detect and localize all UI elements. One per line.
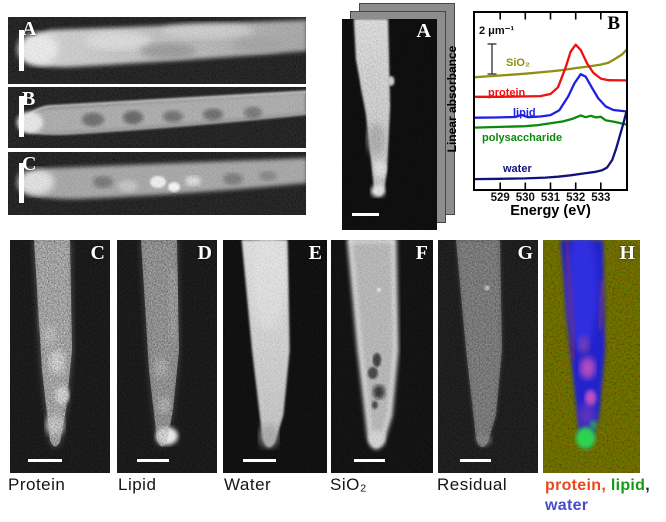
map-panel-water: E: [223, 240, 327, 473]
caption-residual: Residual: [437, 475, 508, 494]
caption-composite: protein, lipid, water: [545, 476, 665, 516]
curve-label-water: water: [503, 163, 532, 175]
panel-letter-a: A: [22, 18, 37, 40]
microscopy-panel-a: A: [8, 17, 306, 84]
curve-polysaccharide: [475, 114, 626, 129]
curve-protein: [475, 43, 626, 98]
panel-letter-b: B: [22, 88, 36, 110]
panel-letter-g-map: G: [517, 242, 533, 264]
curve-lipid: [475, 73, 626, 119]
spectrum-plot: 2 μm⁻¹ B SiO₂ protein lipid polysaccharide w…: [473, 11, 628, 191]
microscopy-image: [342, 19, 437, 230]
curve-water: [475, 112, 626, 181]
component-map-image: [117, 240, 217, 473]
x-tick-label: 530: [515, 192, 535, 204]
panel-letter-h-map: H: [619, 242, 635, 264]
scale-bar: [354, 459, 385, 462]
caption-lipid: Lipid: [118, 475, 157, 494]
y-axis-label: Linear absorbance: [445, 45, 459, 153]
component-map-image: [10, 240, 110, 473]
x-tick-label: 532: [566, 192, 586, 204]
caption-word: lipid: [610, 477, 646, 494]
curve-label-lipid: lipid: [513, 107, 536, 119]
x-tick-label: 533: [591, 192, 611, 204]
caption-composite-line1: protein, lipid,: [545, 476, 665, 496]
map-panel-protein: C: [10, 240, 110, 473]
microscopy-image: [8, 87, 306, 148]
microscopy-image: [8, 152, 306, 215]
microscopy-panel-c: C: [8, 152, 306, 215]
curve-label-polysaccharide: polysaccharide: [482, 132, 563, 144]
map-panel-composite: H: [543, 240, 640, 473]
spectrum-curves: [475, 13, 626, 189]
caption-word: protein: [545, 477, 602, 494]
caption-word: water: [545, 497, 589, 514]
component-map-image: [331, 240, 433, 473]
scale-bar: [137, 459, 169, 462]
scale-bar: [460, 459, 491, 462]
panel-letter-c-map: C: [90, 242, 105, 264]
curve-label-sio2: SiO₂: [506, 57, 530, 69]
caption-sio2: SiO₂: [330, 475, 367, 494]
caption-word: ,: [645, 477, 650, 494]
component-map-image: [438, 240, 538, 473]
panel-letter-e-map: E: [308, 242, 322, 264]
scale-bar: [28, 459, 62, 462]
microscopy-image: [8, 17, 306, 84]
x-tick-label: 529: [490, 192, 510, 204]
panel-letter-a-stack: A: [416, 20, 431, 42]
scale-bar: [19, 163, 24, 203]
stack-panel-a: A: [342, 19, 437, 230]
composite-overlay-image: [543, 240, 640, 473]
microscopy-panel-b: B: [8, 87, 306, 148]
map-panel-lipid: D: [117, 240, 217, 473]
scale-bar: [19, 30, 24, 71]
scale-bar: [19, 96, 24, 137]
component-map-image: [223, 240, 327, 473]
x-tick-label: 531: [540, 192, 561, 204]
map-panel-residual: G: [438, 240, 538, 473]
curve-sio2: [475, 49, 626, 79]
panel-letter-f-map: F: [415, 242, 428, 264]
x-axis-label: Energy (eV): [510, 203, 591, 219]
panel-letter-c: C: [22, 153, 37, 175]
panel-letter-d-map: D: [197, 242, 212, 264]
caption-protein: Protein: [8, 475, 66, 494]
map-panel-sio2: F: [331, 240, 433, 473]
scalebar-label: 2 μm⁻¹: [479, 25, 515, 37]
caption-water: Water: [224, 475, 272, 494]
absorbance-scale-bar: [487, 43, 497, 75]
caption-word: ,: [601, 477, 611, 494]
scale-bar: [352, 213, 379, 216]
panel-letter-b-plot: B: [607, 13, 620, 34]
scale-bar: [243, 459, 276, 462]
caption-composite-line2: water: [545, 496, 665, 516]
curve-label-protein: protein: [488, 87, 526, 99]
